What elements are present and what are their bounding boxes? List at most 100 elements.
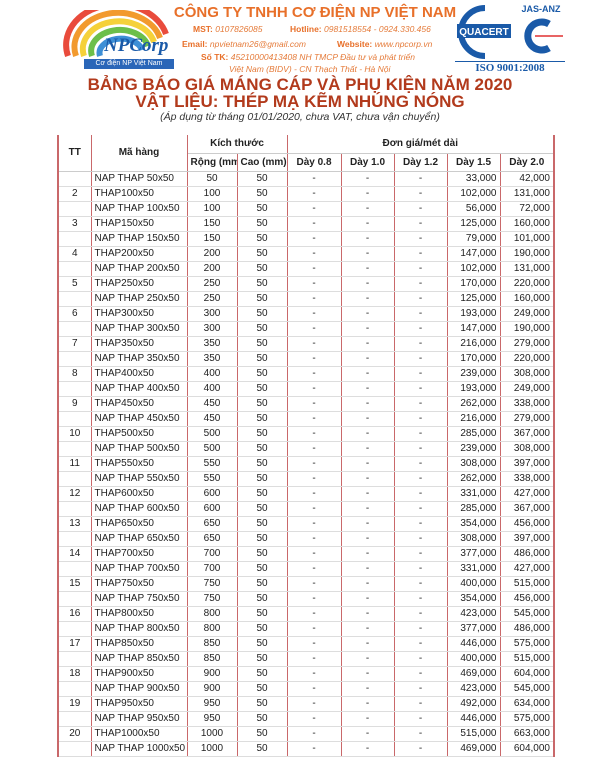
cell-d08: - [286, 336, 342, 352]
cell-d20: 575,000 [499, 711, 555, 727]
cell-d08: - [286, 486, 342, 502]
cell-height: 50 [236, 291, 288, 307]
cell-d10: - [340, 261, 395, 277]
cell-d15: 216,000 [446, 411, 501, 427]
cell-d10: - [340, 621, 395, 637]
cell-code: NAP THAP 500x50 [90, 441, 188, 457]
cell-d12: - [393, 231, 448, 247]
cell-d10: - [340, 186, 395, 202]
cell-height: 50 [236, 201, 288, 217]
cell-width: 100 [186, 201, 238, 217]
cell-code: THAP1000x50 [90, 726, 188, 742]
cell-height: 50 [236, 546, 288, 562]
cell-width: 350 [186, 351, 238, 367]
cell-d12: - [393, 636, 448, 652]
cell-d08: - [286, 591, 342, 607]
logo-subtitle: Cơ điện NP Việt Nam [84, 59, 174, 69]
cell-d10: - [340, 711, 395, 727]
cell-tt: 18 [57, 666, 92, 682]
cell-d20: 427,000 [499, 561, 555, 577]
table-row: NAP THAP 800x50 800 50- - -377,000 486,000 [57, 621, 555, 637]
cell-height: 50 [236, 186, 288, 202]
table-row: NAP THAP 550x50 550 50- - -262,000 338,000 [57, 471, 555, 487]
cell-code: THAP250x50 [90, 276, 188, 292]
cell-d20: 220,000 [499, 351, 555, 367]
cell-d15: 308,000 [446, 456, 501, 472]
header-size: Kích thước [186, 135, 288, 154]
header-d12: Dày 1.2 [393, 153, 448, 172]
cell-tt: 14 [57, 546, 92, 562]
cell-code: NAP THAP 200x50 [90, 261, 188, 277]
cell-tt: 7 [57, 336, 92, 352]
table-row: NAP THAP 950x50 950 50- - -446,000 575,000 [57, 711, 555, 727]
cell-height: 50 [236, 231, 288, 247]
cell-d15: 193,000 [446, 306, 501, 322]
cell-d10: - [340, 486, 395, 502]
cell-d10: - [340, 381, 395, 397]
cell-d12: - [393, 516, 448, 532]
cell-d08: - [286, 576, 342, 592]
cell-tt [57, 501, 92, 517]
cell-d20: 486,000 [499, 621, 555, 637]
cell-height: 50 [236, 351, 288, 367]
table-row: 2 THAP100x50 100 50- - -102,000 131,000 [57, 186, 555, 202]
cell-code: THAP200x50 [90, 246, 188, 262]
cell-d12: - [393, 561, 448, 577]
company-name: CÔNG TY TNHH CƠ ĐIỆN NP VIỆT NAM [173, 4, 457, 21]
cell-d12: - [393, 471, 448, 487]
cell-tt: 17 [57, 636, 92, 652]
email-value[interactable]: npvietnam26@gmail.com [209, 39, 306, 49]
cell-d10: - [340, 501, 395, 517]
cell-d15: 262,000 [446, 471, 501, 487]
cell-d08: - [286, 561, 342, 577]
cell-d20: 397,000 [499, 531, 555, 547]
cell-d10: - [340, 351, 395, 367]
cell-d15: 285,000 [446, 501, 501, 517]
account-label: Số TK: [201, 52, 229, 62]
cell-d08: - [286, 276, 342, 292]
cell-tt [57, 651, 92, 667]
cell-d10: - [340, 426, 395, 442]
cell-d20: 338,000 [499, 471, 555, 487]
cell-d08: - [286, 321, 342, 337]
cell-d08: - [286, 246, 342, 262]
cell-d20: 72,000 [499, 201, 555, 217]
cell-code: NAP THAP 550x50 [90, 471, 188, 487]
cell-tt [57, 741, 92, 757]
cell-tt: 6 [57, 306, 92, 322]
cell-d08: - [286, 306, 342, 322]
cell-d12: - [393, 711, 448, 727]
cell-width: 550 [186, 456, 238, 472]
cell-d12: - [393, 261, 448, 277]
cell-width: 50 [186, 171, 238, 187]
cell-d12: - [393, 486, 448, 502]
cell-d12: - [393, 246, 448, 262]
mst-line: MST: 0107826085 [193, 24, 263, 34]
cell-d15: 125,000 [446, 216, 501, 232]
cell-d10: - [340, 591, 395, 607]
cell-height: 50 [236, 246, 288, 262]
cell-code: THAP850x50 [90, 636, 188, 652]
cell-tt [57, 261, 92, 277]
cell-d15: 469,000 [446, 741, 501, 757]
table-row: 12 THAP600x50 600 50- - -331,000 427,000 [57, 486, 555, 502]
cell-width: 850 [186, 651, 238, 667]
cell-code: NAP THAP 700x50 [90, 561, 188, 577]
cell-d12: - [393, 381, 448, 397]
cell-d20: 190,000 [499, 246, 555, 262]
cell-d20: 160,000 [499, 216, 555, 232]
cell-d08: - [286, 471, 342, 487]
npcorp-logo [63, 10, 169, 57]
cell-d20: 575,000 [499, 636, 555, 652]
website-value[interactable]: www.npcorp.vn [374, 39, 433, 49]
cell-d15: 56,000 [446, 201, 501, 217]
header-d15: Dày 1.5 [446, 153, 501, 172]
cell-code: NAP THAP 750x50 [90, 591, 188, 607]
cell-height: 50 [236, 171, 288, 187]
mst-value: 0107826085 [215, 24, 263, 34]
cell-d20: 545,000 [499, 606, 555, 622]
cell-d20: 367,000 [499, 426, 555, 442]
account-line: Số TK: 45210000413408 NH TMCP Đầu tư và … [201, 52, 415, 62]
cell-tt: 16 [57, 606, 92, 622]
cell-d20: 397,000 [499, 456, 555, 472]
